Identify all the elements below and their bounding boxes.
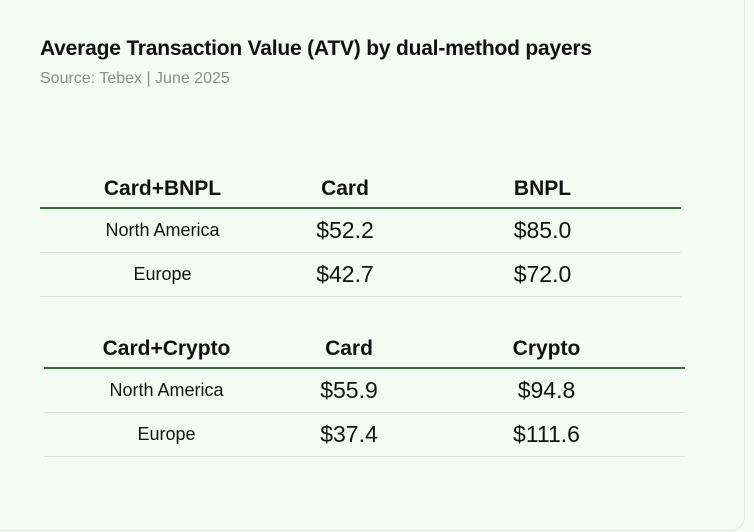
row-label: Europe <box>133 264 192 284</box>
column-header-card: Card <box>321 177 369 200</box>
value-cell: $37.4 <box>320 421 378 447</box>
table-row: North America $52.2 $85.0 <box>40 209 681 253</box>
value-cell: $55.9 <box>320 377 378 403</box>
column-header-method: Card+Crypto <box>102 337 231 360</box>
row-label: North America <box>105 220 220 240</box>
table-row: Europe $42.7 $72.0 <box>40 253 681 297</box>
table-row: North America $55.9 $94.8 <box>44 369 685 413</box>
value-cell: $94.8 <box>517 377 576 403</box>
column-header-card: Card <box>325 337 373 360</box>
table-card-crypto: Card+Crypto Card Crypto North America $5… <box>44 330 685 457</box>
chart-subtitle: Source: Tebex | June 2025 <box>40 70 230 87</box>
column-header-bnpl: BNPL <box>513 177 572 200</box>
table-header: Card+BNPL Card BNPL <box>40 170 681 209</box>
table-header: Card+Crypto Card Crypto <box>44 330 685 369</box>
chart-title: Average Transaction Value (ATV) by dual-… <box>40 37 592 60</box>
value-cell: $42.7 <box>316 261 374 287</box>
value-cell: $85.0 <box>513 217 572 243</box>
value-cell: $52.2 <box>316 217 374 243</box>
column-header-crypto: Crypto <box>512 337 581 360</box>
value-cell: $72.0 <box>513 261 572 287</box>
row-label: Europe <box>137 424 196 444</box>
row-label: North America <box>109 380 224 400</box>
value-cell: $111.6 <box>513 421 580 447</box>
table-row: Europe $37.4 $111.6 <box>44 413 685 457</box>
column-header-method: Card+BNPL <box>103 177 222 200</box>
table-card-bnpl: Card+BNPL Card BNPL North America $52.2 … <box>40 170 681 297</box>
